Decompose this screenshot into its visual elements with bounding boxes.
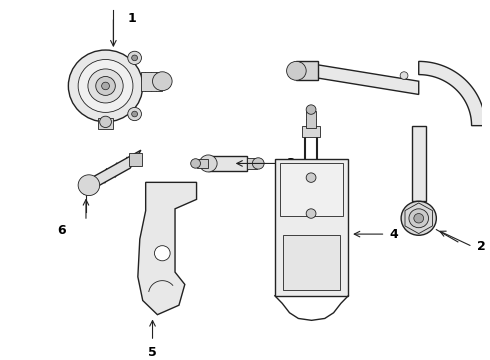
- Circle shape: [128, 51, 142, 64]
- Polygon shape: [419, 61, 485, 126]
- Text: 5: 5: [148, 346, 157, 359]
- Bar: [280, 163, 343, 216]
- Bar: [196, 159, 208, 168]
- Text: 3: 3: [287, 157, 295, 170]
- Circle shape: [101, 82, 109, 90]
- Bar: [412, 126, 426, 201]
- Text: 1: 1: [127, 12, 136, 25]
- Circle shape: [287, 61, 306, 80]
- Polygon shape: [314, 64, 419, 94]
- Bar: [302, 126, 320, 137]
- Circle shape: [78, 175, 99, 195]
- Circle shape: [96, 76, 115, 95]
- Polygon shape: [83, 150, 141, 194]
- Bar: [247, 158, 257, 169]
- Circle shape: [88, 69, 123, 103]
- Bar: [98, 118, 113, 130]
- Text: 4: 4: [390, 228, 398, 240]
- Circle shape: [401, 201, 437, 235]
- Bar: [129, 153, 143, 166]
- Circle shape: [132, 111, 138, 117]
- Text: 6: 6: [57, 224, 66, 237]
- Bar: [306, 112, 316, 129]
- Text: 2: 2: [477, 240, 486, 253]
- Circle shape: [199, 155, 217, 172]
- Bar: [275, 159, 348, 296]
- Circle shape: [400, 72, 408, 79]
- Circle shape: [306, 209, 316, 218]
- Bar: [296, 61, 318, 80]
- Circle shape: [409, 209, 429, 228]
- Circle shape: [78, 59, 133, 112]
- Circle shape: [132, 55, 138, 61]
- Circle shape: [99, 116, 111, 127]
- Polygon shape: [138, 183, 196, 315]
- Circle shape: [191, 159, 200, 168]
- Circle shape: [152, 72, 172, 91]
- Bar: [208, 156, 247, 171]
- Circle shape: [306, 173, 316, 183]
- Circle shape: [252, 158, 264, 169]
- Bar: [141, 72, 162, 91]
- Circle shape: [154, 246, 170, 261]
- Bar: [283, 235, 341, 290]
- Circle shape: [306, 105, 316, 114]
- Circle shape: [68, 50, 143, 122]
- Circle shape: [128, 107, 142, 121]
- Circle shape: [414, 213, 424, 223]
